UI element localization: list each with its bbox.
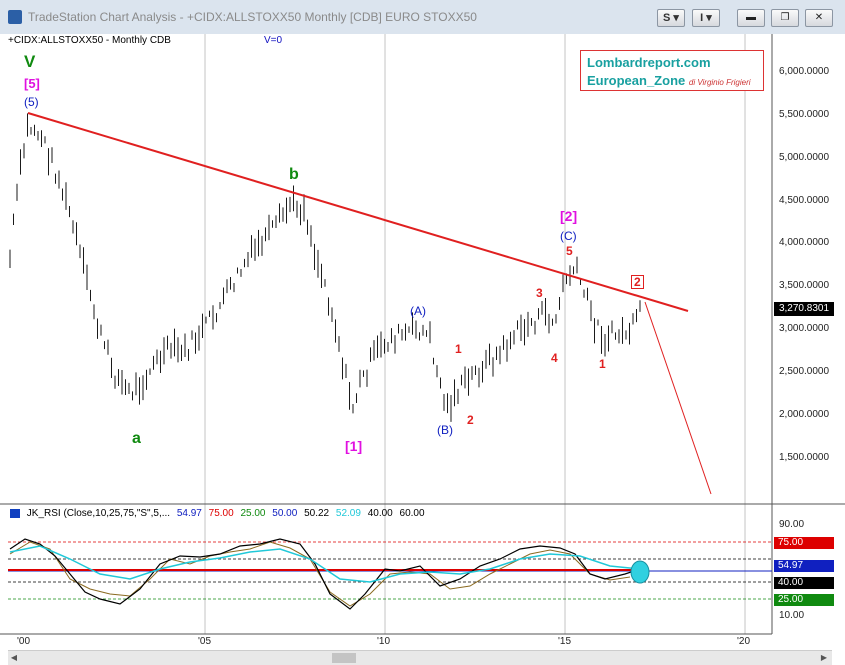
price-tick: 4,000.0000 [779, 237, 830, 248]
price-tick: 6,000.0000 [779, 66, 830, 77]
rsi-current-marker [630, 560, 650, 584]
window-title: TradeStation Chart Analysis - +CIDX:ALLS… [28, 10, 477, 24]
scroll-right-icon[interactable]: ▶ [820, 653, 828, 662]
price-tick: 3,500.0000 [779, 280, 830, 291]
s-menu-button[interactable]: S ▾ [657, 9, 685, 27]
wave-label-a: a [132, 430, 141, 447]
wave-label-2: 2 [467, 413, 474, 427]
wave-label-5-bracket: [5] [24, 76, 40, 91]
wave-label-2-bracket: [2] [560, 208, 578, 224]
rsi-tick: 90.00 [779, 519, 805, 530]
wave-label-C: (C) [560, 229, 577, 243]
volume-readout: V=0 [264, 35, 283, 46]
wave-label-5: 5 [566, 244, 573, 258]
indicator-header: JK_RSI (Close,10,25,75,"S",5,... 54.97 7… [10, 508, 429, 519]
rsi-current-badge: 54.97 [774, 560, 834, 572]
rsi-75-badge: 75.00 [774, 537, 834, 549]
watermark-title: Lombardreport.com [587, 55, 711, 70]
trend-line [27, 112, 689, 312]
rsi-main-line [9, 538, 641, 610]
wave-label-3: 3 [536, 286, 543, 300]
wave-label-5-paren: (5) [24, 95, 39, 109]
indicator-value: 60.00 [399, 508, 425, 519]
rsi-average-line [9, 545, 641, 583]
watermark-subtitle: European_Zone di Virginio Frigieri [587, 73, 751, 88]
indicator-icon [10, 508, 20, 518]
rsi-40-badge: 40.00 [774, 577, 834, 589]
indicator-value: 52.09 [335, 508, 361, 519]
wave-label-b: b [289, 166, 299, 183]
close-button[interactable]: ✕ [805, 9, 833, 27]
rsi-25-badge: 25.00 [774, 594, 834, 606]
time-tick: '20 [737, 636, 751, 647]
time-tick: '10 [377, 636, 391, 647]
app-icon [8, 10, 22, 24]
rsi-signal-line [9, 541, 631, 607]
price-tick: 2,000.0000 [779, 409, 830, 420]
price-tick: 4,500.0000 [779, 195, 830, 206]
price-tick: 5,000.0000 [779, 152, 830, 163]
wave-label-1b: 1 [599, 357, 606, 371]
indicator-value: 75.00 [208, 508, 234, 519]
restore-button[interactable]: ❐ [771, 9, 799, 27]
indicator-value: 50.22 [304, 508, 330, 519]
scroll-thumb[interactable] [332, 653, 356, 663]
wave-label-A: (A) [410, 304, 426, 318]
indicator-value: 50.00 [272, 508, 298, 519]
price-tick: 2,500.0000 [779, 366, 830, 377]
horizontal-scrollbar[interactable]: ◀ ▶ [8, 650, 832, 665]
wave-label-V: V [24, 52, 36, 71]
price-tick: 5,500.0000 [779, 109, 830, 120]
minimize-button[interactable]: ▬ [737, 9, 765, 27]
price-chart[interactable] [0, 34, 845, 665]
indicator-value: 54.97 [176, 508, 202, 519]
time-tick: '05 [198, 636, 212, 647]
wave-label-1: 1 [455, 342, 462, 356]
price-bars [9, 113, 641, 422]
title-bar: TradeStation Chart Analysis - +CIDX:ALLS… [0, 0, 845, 35]
chart-panel[interactable]: +CIDX:ALLSTOXX50 - Monthly CDB V=0 Lomba… [0, 34, 845, 665]
rsi-tick: 10.00 [779, 610, 805, 621]
watermark-box: Lombardreport.com European_Zone di Virgi… [580, 50, 764, 91]
symbol-header: +CIDX:ALLSTOXX50 - Monthly CDB [8, 35, 171, 46]
time-tick: '00 [17, 636, 31, 647]
wave-label-1-bracket: [1] [345, 438, 363, 454]
time-tick: '15 [558, 636, 572, 647]
i-menu-button[interactable]: I ▾ [692, 9, 720, 27]
last-price-badge: 3,270.8301 [774, 302, 834, 316]
wave-label-B: (B) [437, 423, 453, 437]
scroll-left-icon[interactable]: ◀ [10, 653, 18, 662]
indicator-value: 40.00 [367, 508, 393, 519]
price-tick: 3,000.0000 [779, 323, 830, 334]
projection-line [644, 301, 712, 495]
wave-label-4: 4 [551, 351, 558, 365]
indicator-name[interactable]: JK_RSI (Close,10,25,75,"S",5,... [26, 508, 171, 519]
wave-label-2-box: 2 [631, 275, 644, 289]
price-tick: 1,500.0000 [779, 452, 830, 463]
indicator-value: 25.00 [240, 508, 266, 519]
